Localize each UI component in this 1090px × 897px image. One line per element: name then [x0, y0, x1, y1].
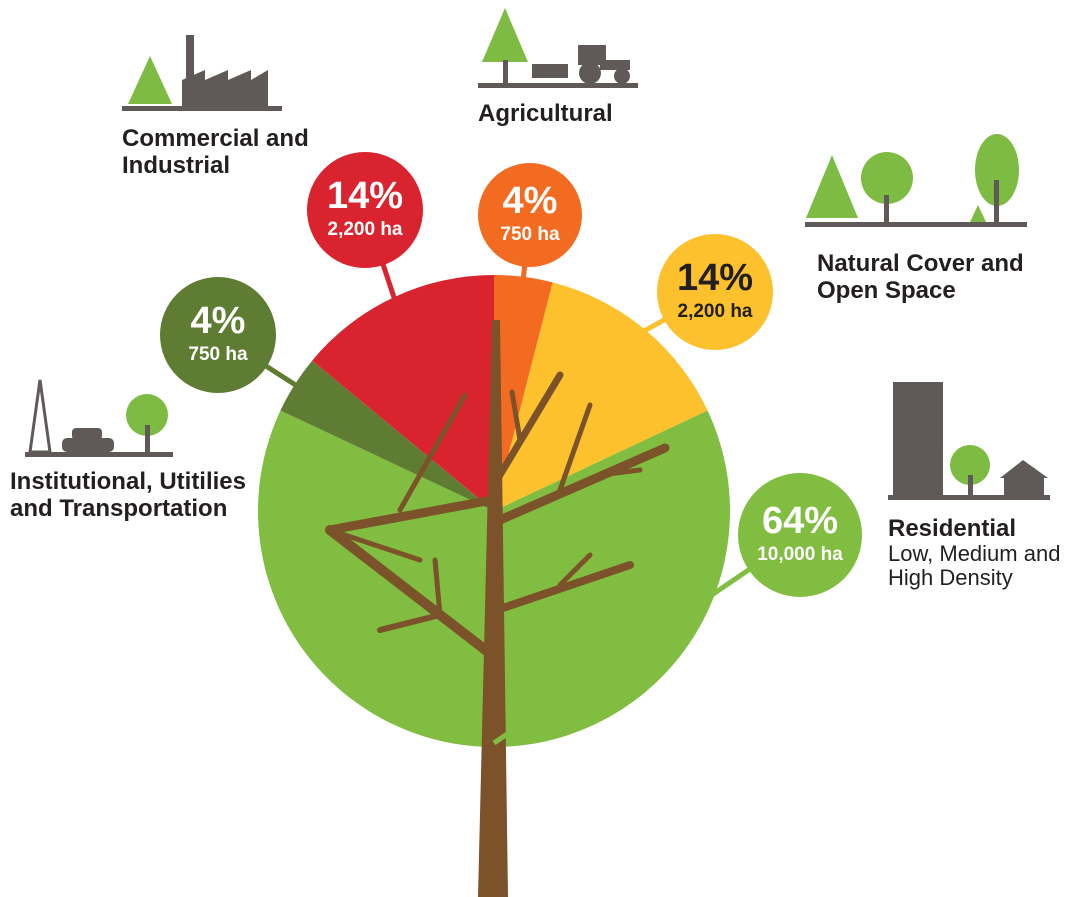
value-label: 4% — [191, 300, 246, 342]
area-label: 750 ha — [188, 344, 248, 365]
bubble — [738, 473, 862, 597]
bubble — [478, 163, 582, 267]
value-label: 14% — [677, 257, 753, 299]
category-label: Institutional, Utitilies and Transportat… — [10, 468, 247, 522]
category-label: Agricultural — [478, 100, 613, 127]
value-label: 4% — [503, 180, 558, 222]
bubble — [307, 152, 423, 268]
bubble — [657, 234, 773, 350]
value-label: 14% — [327, 175, 403, 217]
pie-slice — [494, 282, 708, 511]
pie-slice — [494, 275, 553, 511]
pie-slice — [312, 275, 494, 511]
category-label: Commercial and Industrial — [122, 125, 309, 179]
annotation: Low, Medium and High Density — [888, 541, 1061, 590]
bubble — [160, 277, 276, 393]
category-label: Natural Cover and Open Space — [817, 250, 1024, 304]
pie-slice — [280, 360, 494, 511]
value-label: 64% — [762, 500, 838, 542]
icons — [25, 8, 1050, 500]
tree-trunk — [325, 320, 670, 897]
area-label: 750 ha — [500, 224, 560, 245]
area-label: 2,200 ha — [678, 301, 753, 322]
category-label: Residential — [888, 515, 1017, 542]
area-label: 10,000 ha — [757, 544, 843, 565]
area-label: 2,200 ha — [328, 219, 403, 240]
